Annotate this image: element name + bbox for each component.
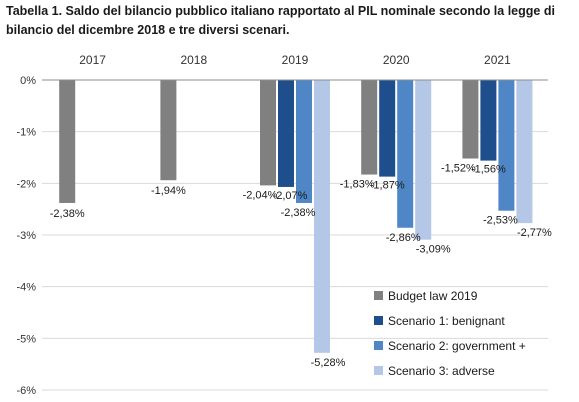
bar [480,80,497,161]
y-tick-label: -5% [16,333,36,345]
bar [296,80,312,203]
data-label: -1,52% [441,163,476,175]
legend-label: Budget law 2019 [388,289,478,303]
x-tick-label: 2017 [79,53,106,67]
data-label: -2,77% [517,227,552,239]
y-tick-label: 0% [20,75,36,87]
data-labels: -2,38% -1,94% -2,04%-2,07% -2,38% -5,28% -1,8… [50,163,552,369]
chart-title: Tabella 1. Saldo del bilancio pubblico i… [6,4,555,37]
bar [415,80,432,240]
data-label: -2,04% [243,189,278,201]
legend-label: Scenario 3: adverse [388,364,495,378]
legend-label: Scenario 1: benignant [388,314,505,328]
bars [59,80,533,353]
bar [59,80,76,203]
y-tick-label: -4% [16,282,36,294]
legend-swatch [374,366,383,375]
data-label: -2,07% [273,190,308,202]
legend-label: Scenario 2: government + [388,339,526,353]
legend-swatch [374,291,383,300]
data-label: -1,83% [340,179,375,191]
bar [498,80,515,211]
data-label: -2,38% [281,207,316,219]
bar [361,80,378,175]
x-tick-label: 2020 [383,53,410,67]
y-tick-label: -6% [16,385,36,397]
data-label: -1,94% [151,185,186,197]
x-tick-label: 2018 [180,53,207,67]
y-tick-label: -2% [16,178,36,190]
axes: 0% -1% -2% -3% -4% -5% -6% 2017 2018 2019 2020 2021 [16,53,548,397]
x-tick-label: 2019 [282,53,309,67]
bar [314,80,330,353]
bar [160,80,177,181]
y-tick-label: -1% [16,127,36,139]
bar [278,80,294,187]
data-label: -1,56% [471,164,506,176]
legend-swatch [374,316,383,325]
legend-swatch [374,341,383,350]
data-label: -3,09% [416,244,451,256]
bar [516,80,533,224]
bar [379,80,396,177]
bar [260,80,276,186]
x-tick-label: 2021 [484,53,511,67]
y-tick-label: -3% [16,230,36,242]
bar [462,80,479,159]
bar [397,80,414,228]
data-label: -2,38% [50,208,85,220]
data-label: -2,53% [483,215,518,227]
data-label: -2,86% [386,232,421,244]
legend: Budget law 2019 Scenario 1: benignant Scen… [374,289,526,378]
data-label: -5,28% [311,357,346,369]
data-label: -1,87% [370,180,405,192]
